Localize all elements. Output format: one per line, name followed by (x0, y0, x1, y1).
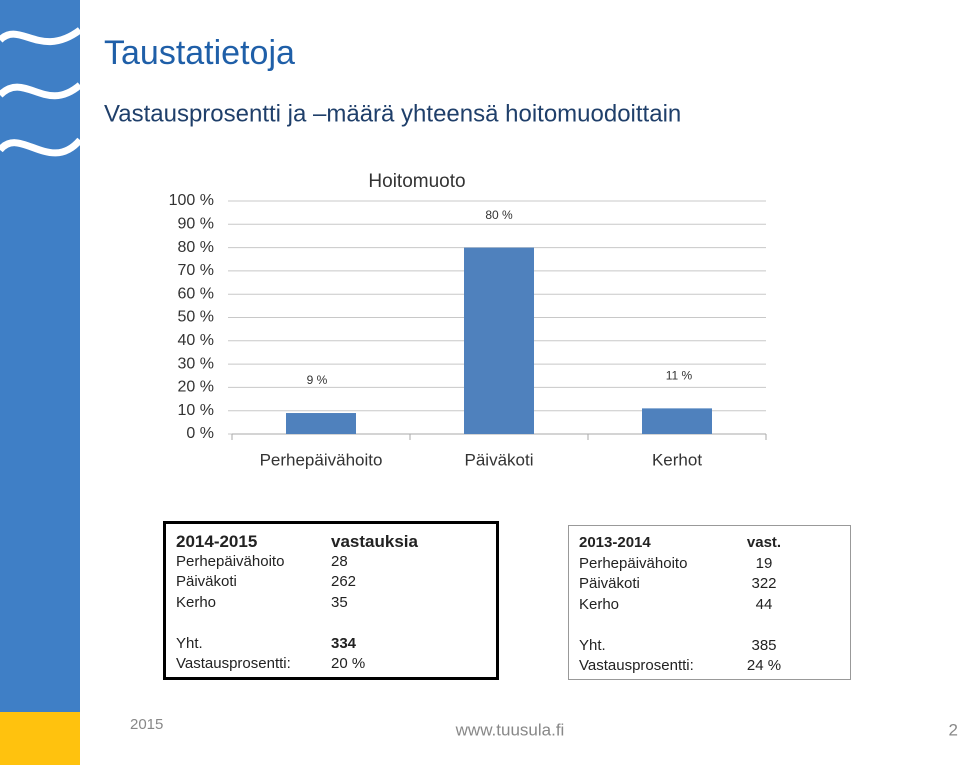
y-tick-label: 20 % (178, 379, 214, 396)
table-cell: 28 (331, 553, 348, 570)
footer-year: 2015 (130, 716, 163, 733)
slide-subtitle: Vastausprosentti ja –määrä yhteensä hoit… (104, 100, 681, 127)
table-cell: Kerho (176, 594, 217, 611)
y-tick-label: 60 % (178, 285, 214, 302)
y-tick-label: 30 % (178, 355, 214, 372)
summary-table: 2013-2014 vast. Perhepäivähoito 19 Päiväkoti… (568, 525, 851, 680)
table-cell: 262 (331, 573, 357, 590)
wave-decoration (0, 27, 83, 157)
y-tick-label: 90 % (178, 216, 214, 233)
table-cell: Yht. (579, 637, 606, 654)
table-cell: Päiväkoti (579, 575, 640, 592)
x-tick-label: Perhepäivähoito (260, 450, 383, 469)
page-number: 2 (949, 720, 958, 739)
data-label: 11 % (666, 369, 693, 383)
y-tick-label: 40 % (178, 332, 214, 349)
table-cell: Vastausprosentti: (176, 655, 291, 672)
corner-block (0, 712, 80, 765)
table-cell: Päiväkoti (176, 573, 237, 590)
x-tick-label: Kerhot (652, 450, 702, 469)
table-cell: 19 (755, 555, 773, 572)
table-cell: vastauksia (331, 532, 418, 551)
x-tick-label: Päiväkoti (465, 450, 534, 469)
side-strip (0, 0, 80, 712)
table-cell: 385 (751, 637, 777, 654)
bar (464, 247, 534, 434)
y-tick-label: 70 % (178, 262, 214, 279)
table-cell: 20 % (331, 655, 366, 672)
table-cell: Kerho (579, 596, 620, 613)
y-tick-label: 0 % (186, 425, 214, 442)
y-tick-label: 80 % (178, 239, 214, 256)
table-cell: 35 (331, 594, 348, 611)
y-tick-label: 100 % (169, 192, 214, 209)
data-label: 9 % (307, 373, 328, 387)
table-cell: vast. (746, 534, 782, 551)
table-cell: 2014-2015 (176, 532, 258, 551)
data-label: 80 % (485, 208, 513, 222)
table-cell: Perhepäivähoito (579, 555, 688, 572)
table-cell: 44 (755, 596, 773, 613)
table-cell: 24 % (746, 657, 782, 674)
bar (286, 413, 356, 434)
chart-title: Hoitomuoto (368, 171, 465, 192)
table-cell: 334 (331, 635, 357, 652)
table-cell: Perhepäivähoito (176, 553, 285, 570)
table-cell: 2013-2014 (579, 534, 651, 551)
footer-url: www.tuusula.fi (455, 720, 565, 739)
slide-title: Taustatietoja (104, 34, 295, 72)
summary-table: 2014-2015 vastauksia Perhepäivähoito 28 Päiv… (163, 521, 499, 680)
table-cell: 322 (751, 575, 777, 592)
y-tick-label: 10 % (178, 402, 214, 419)
bar (642, 408, 712, 434)
table-cell: Vastausprosentti: (579, 657, 694, 674)
table-cell: Yht. (176, 635, 203, 652)
y-tick-label: 50 % (178, 309, 214, 326)
